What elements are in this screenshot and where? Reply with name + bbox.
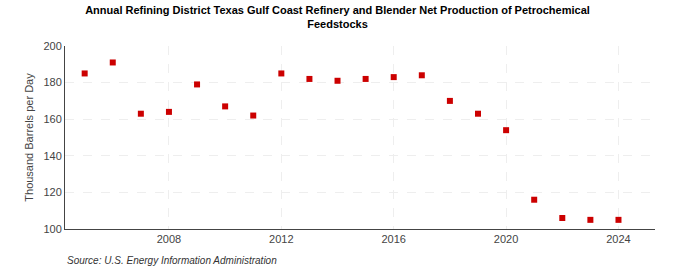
svg-text:100: 100 (43, 223, 61, 235)
svg-text:160: 160 (43, 113, 61, 125)
svg-text:Source: U.S. Energy Informatio: Source: U.S. Energy Information Administ… (67, 255, 277, 266)
svg-text:2020: 2020 (494, 233, 518, 245)
svg-text:180: 180 (43, 76, 61, 88)
svg-text:140: 140 (43, 150, 61, 162)
svg-text:2008: 2008 (157, 233, 181, 245)
svg-text:200: 200 (43, 40, 61, 52)
svg-text:2024: 2024 (606, 233, 630, 245)
svg-text:2016: 2016 (381, 233, 405, 245)
svg-text:Annual Refining District Texas: Annual Refining District Texas Gulf Coas… (85, 4, 590, 30)
svg-text:120: 120 (43, 186, 61, 198)
svg-text:Thousand Barrels per Day: Thousand Barrels per Day (23, 73, 35, 202)
svg-text:2012: 2012 (269, 233, 293, 245)
